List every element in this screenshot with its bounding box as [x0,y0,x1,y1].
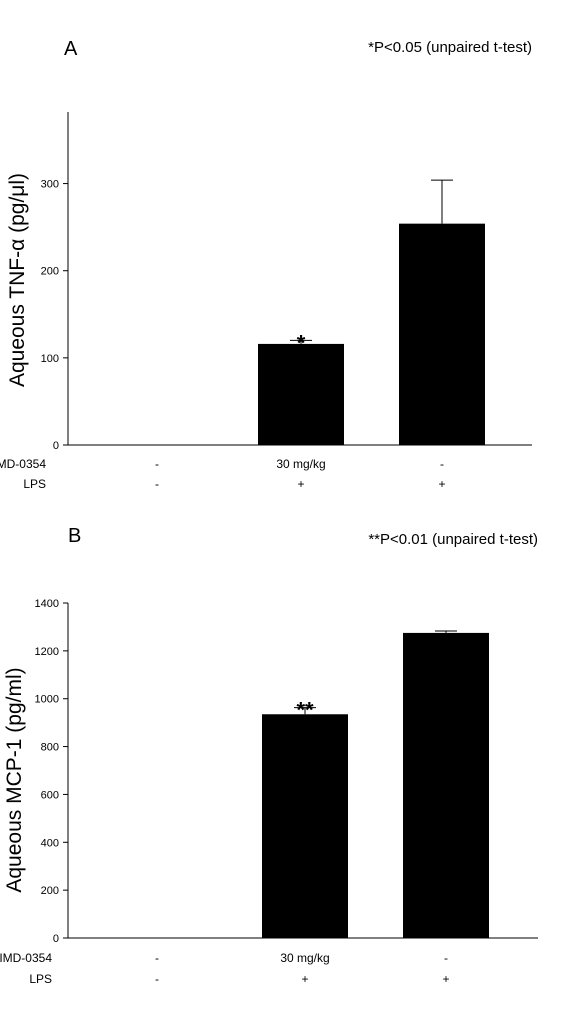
panel-a-y-tick-label: 300 [41,179,59,191]
panel-a-condition-value: + [297,477,304,491]
panel-b-y-tick-label: 400 [41,837,59,849]
panel-a-condition-label: IMD-0354 [0,457,46,471]
panel-a-bar [258,343,344,445]
panel-b-y-tick-label: 800 [41,742,59,754]
panel-a-condition-value: 30 mg/kg [276,457,325,471]
panel-b-condition-value: - [155,972,159,986]
panel-a-label: A [64,38,78,60]
panel-b-label: B [68,525,81,547]
panel-b-y-tick-label: 0 [53,933,59,945]
panel-a-condition-value: + [438,477,445,491]
panel-b-condition-value: + [301,972,308,986]
panel-b-y-tick-label: 200 [41,885,59,897]
panel-b-condition-value: 30 mg/kg [280,951,329,965]
panel-b-condition-value: - [155,951,159,965]
panel-b-condition-value: - [444,951,448,965]
panel-b-y-axis-label: Aqueous MCP-1 (pg/ml) [3,667,26,892]
panel-a-bar [399,223,485,445]
panel-a-significance-marker: * [297,330,306,355]
panel-b-y-tick-label: 600 [41,789,59,801]
panel-a-significance-note: *P<0.05 (unpaired t-test) [368,39,532,56]
panel-b-y-tick-label: 1200 [35,646,59,658]
panel-a-condition-label: LPS [23,477,46,491]
panel-b-y-tick-label: 1400 [35,598,59,610]
panel-b-condition-label: IMD-0354 [0,951,52,965]
panel-a-y-tick-label: 0 [53,440,59,452]
panel-a-y-axis-label: Aqueous TNF-α (pg/μl) [6,173,29,387]
panel-a-y-tick-label: 100 [41,353,59,365]
panel-b-significance-marker: ** [296,698,314,723]
panel-b-bar [403,632,489,938]
panel-a-y-tick-label: 200 [41,266,59,278]
panel-a-condition-value: - [155,477,159,491]
panel-a-chart: 0 100 200 300 * IMD-0354 - 30 mg/kg - LPS - + + [0,112,532,491]
panel-b-significance-note: **P<0.01 (unpaired t-test) [368,531,538,548]
panel-a-condition-value: - [155,457,159,471]
panel-a-condition-value: - [440,457,444,471]
panel-b-y-tick-label: 1000 [35,694,59,706]
panel-b-condition-value: + [442,972,449,986]
panel-b-bar [262,714,348,938]
panel-b-chart: 0 200 400 600 800 1000 1200 1400 ** IMD-0354 - 30 m… [0,598,538,986]
panel-b-condition-label: LPS [29,972,52,986]
